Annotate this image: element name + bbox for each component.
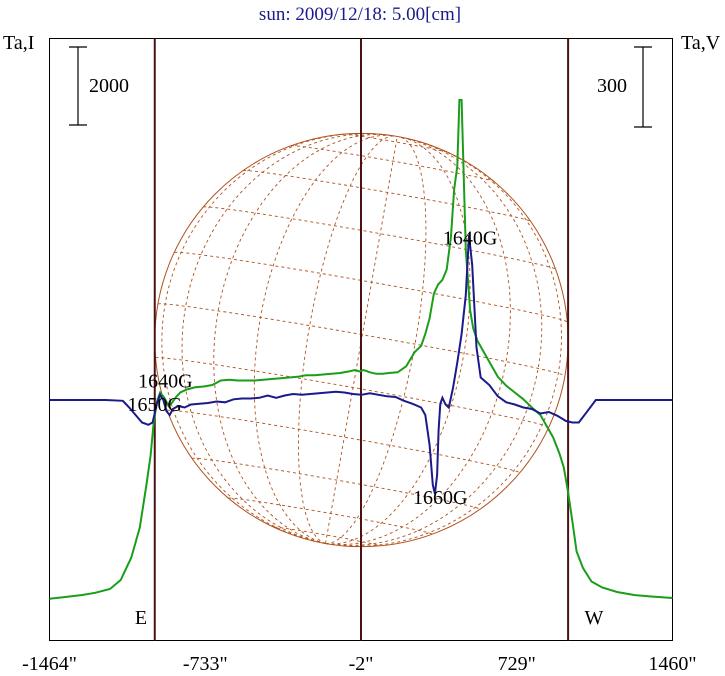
longitude-line	[298, 135, 395, 544]
annotation-1640g-east: 1640G	[138, 371, 192, 393]
longitude-line	[325, 140, 562, 547]
right-axis-label: Ta,V	[681, 32, 721, 54]
latitude-line	[343, 133, 449, 154]
longitude-line	[325, 137, 511, 546]
annotation-1650g: 1650G	[128, 394, 182, 416]
chart-title: sun: 2009/12/18: 5.00[cm]	[259, 4, 461, 25]
limb-center-lines	[153, 38, 570, 641]
polarization-curve	[49, 234, 673, 495]
annotation-1660g: 1660G	[413, 487, 467, 509]
longitude-line	[161, 132, 377, 544]
longitude-line	[213, 134, 390, 544]
latitude-line	[243, 170, 531, 222]
annotation-1640g-peak: 1640G	[443, 227, 497, 249]
x-tick-label: -1464"	[22, 653, 77, 675]
latitude-line	[273, 526, 380, 547]
west-limb-label: W	[585, 607, 604, 629]
x-tick-label: 1460"	[648, 653, 696, 675]
longitude-line	[181, 133, 389, 544]
east-limb-label: E	[135, 607, 147, 629]
x-tick-label: 729"	[498, 653, 536, 675]
right-scale-bar	[634, 46, 652, 128]
latitude-line	[203, 206, 556, 270]
latitude-line	[228, 497, 433, 535]
longitude-line	[325, 136, 427, 544]
longitude-line	[325, 137, 471, 545]
longitude-line	[253, 134, 393, 544]
left-scale-label: 2000	[89, 75, 129, 97]
right-scale-label: 300	[597, 75, 627, 97]
left-axis-label: Ta,I	[3, 32, 34, 54]
x-tick-label: -733"	[183, 653, 228, 675]
latitude-line	[166, 409, 521, 474]
latitude-line	[155, 357, 550, 428]
left-scale-bar	[69, 46, 87, 126]
latitude-line	[290, 145, 495, 182]
x-tick-label: -2"	[349, 653, 374, 675]
